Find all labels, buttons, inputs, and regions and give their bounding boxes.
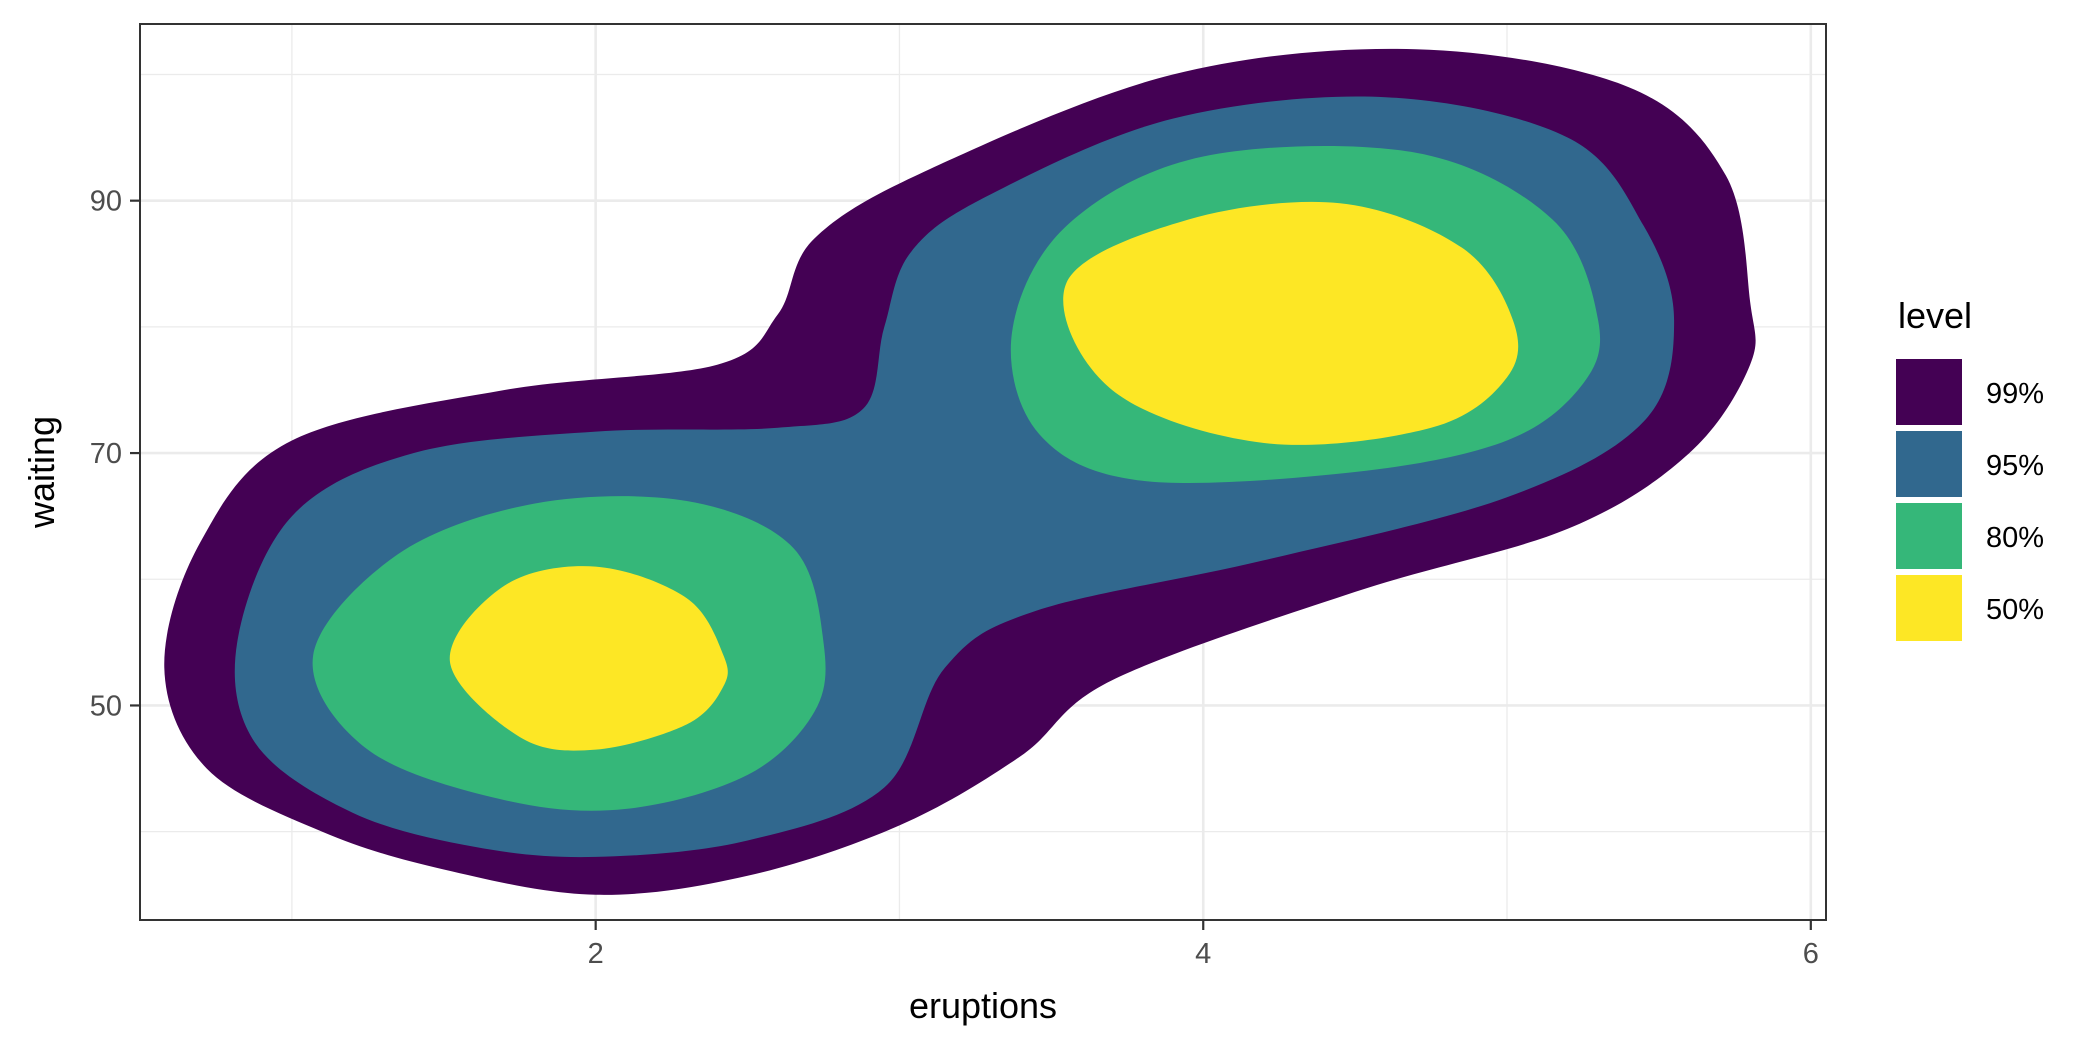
legend-key-80pct xyxy=(1894,501,1964,571)
y-tick-label: 70 xyxy=(90,438,122,470)
legend: level 99% 95% 80% 50% xyxy=(1894,295,2044,643)
legend-key-95pct xyxy=(1894,429,1964,499)
legend-key-50pct xyxy=(1894,573,1964,643)
legend-label: 50% xyxy=(1986,594,2044,626)
x-tick-label: 6 xyxy=(1803,938,1819,970)
y-tick-label: 90 xyxy=(90,186,122,218)
y-axis-title: waiting xyxy=(21,416,62,529)
x-tick-label: 4 xyxy=(1195,938,1211,970)
contour-region-50pct-1 xyxy=(1063,201,1519,445)
panel-border xyxy=(139,23,1827,921)
axes: 2 4 6 50 70 90 xyxy=(90,186,1819,970)
legend-entries: 99% 95% 80% 50% xyxy=(1894,357,2044,643)
y-tick-label: 50 xyxy=(90,690,122,722)
legend-label: 99% xyxy=(1986,378,2044,410)
contour-regions xyxy=(164,48,1756,895)
legend-title: level xyxy=(1898,295,1972,336)
x-axis-title: eruptions xyxy=(909,985,1057,1026)
x-tick-label: 2 xyxy=(588,938,604,970)
legend-label: 95% xyxy=(1986,450,2044,482)
legend-label: 80% xyxy=(1986,522,2044,554)
contour-region-50pct-2 xyxy=(449,566,728,751)
legend-key-99pct xyxy=(1894,357,1964,427)
